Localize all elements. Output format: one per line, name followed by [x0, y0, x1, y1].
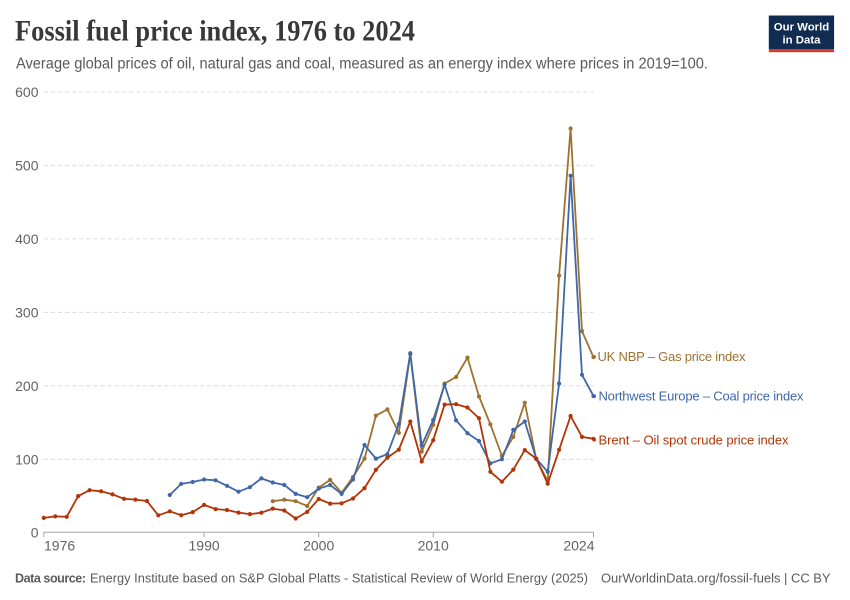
svg-text:200: 200	[15, 378, 39, 394]
svg-text:Average global prices of oil,: Average global prices of oil, natural ga…	[16, 55, 708, 72]
svg-text:300: 300	[15, 304, 39, 320]
svg-text:1976: 1976	[44, 538, 75, 554]
svg-text:500: 500	[15, 157, 39, 173]
svg-text:Fossil fuel price index, 1976: Fossil fuel price index, 1976 to 2024	[15, 16, 415, 48]
svg-text:2010: 2010	[418, 538, 449, 554]
svg-text:0: 0	[31, 524, 39, 540]
svg-text:1990: 1990	[189, 538, 220, 554]
svg-text:2024: 2024	[563, 538, 594, 554]
svg-text:Energy Institute based on S&P: Energy Institute based on S&P Global Pla…	[90, 572, 588, 586]
svg-text:Data source:: Data source:	[15, 572, 86, 586]
svg-text:2000: 2000	[303, 538, 334, 554]
svg-text:Brent – Oil spot crude price i: Brent – Oil spot crude price index	[599, 432, 790, 447]
svg-text:Northwest Europe – Coal price: Northwest Europe – Coal price index	[599, 388, 805, 403]
svg-text:100: 100	[15, 451, 39, 467]
svg-text:UK NBP – Gas price index: UK NBP – Gas price index	[598, 349, 747, 364]
svg-text:in Data: in Data	[783, 34, 822, 46]
svg-text:600: 600	[15, 84, 39, 100]
svg-text:Our World: Our World	[774, 22, 830, 34]
svg-text:OurWorldinData.org/fossil-fuel: OurWorldinData.org/fossil-fuels | CC BY	[601, 572, 831, 586]
svg-text:400: 400	[15, 231, 39, 247]
